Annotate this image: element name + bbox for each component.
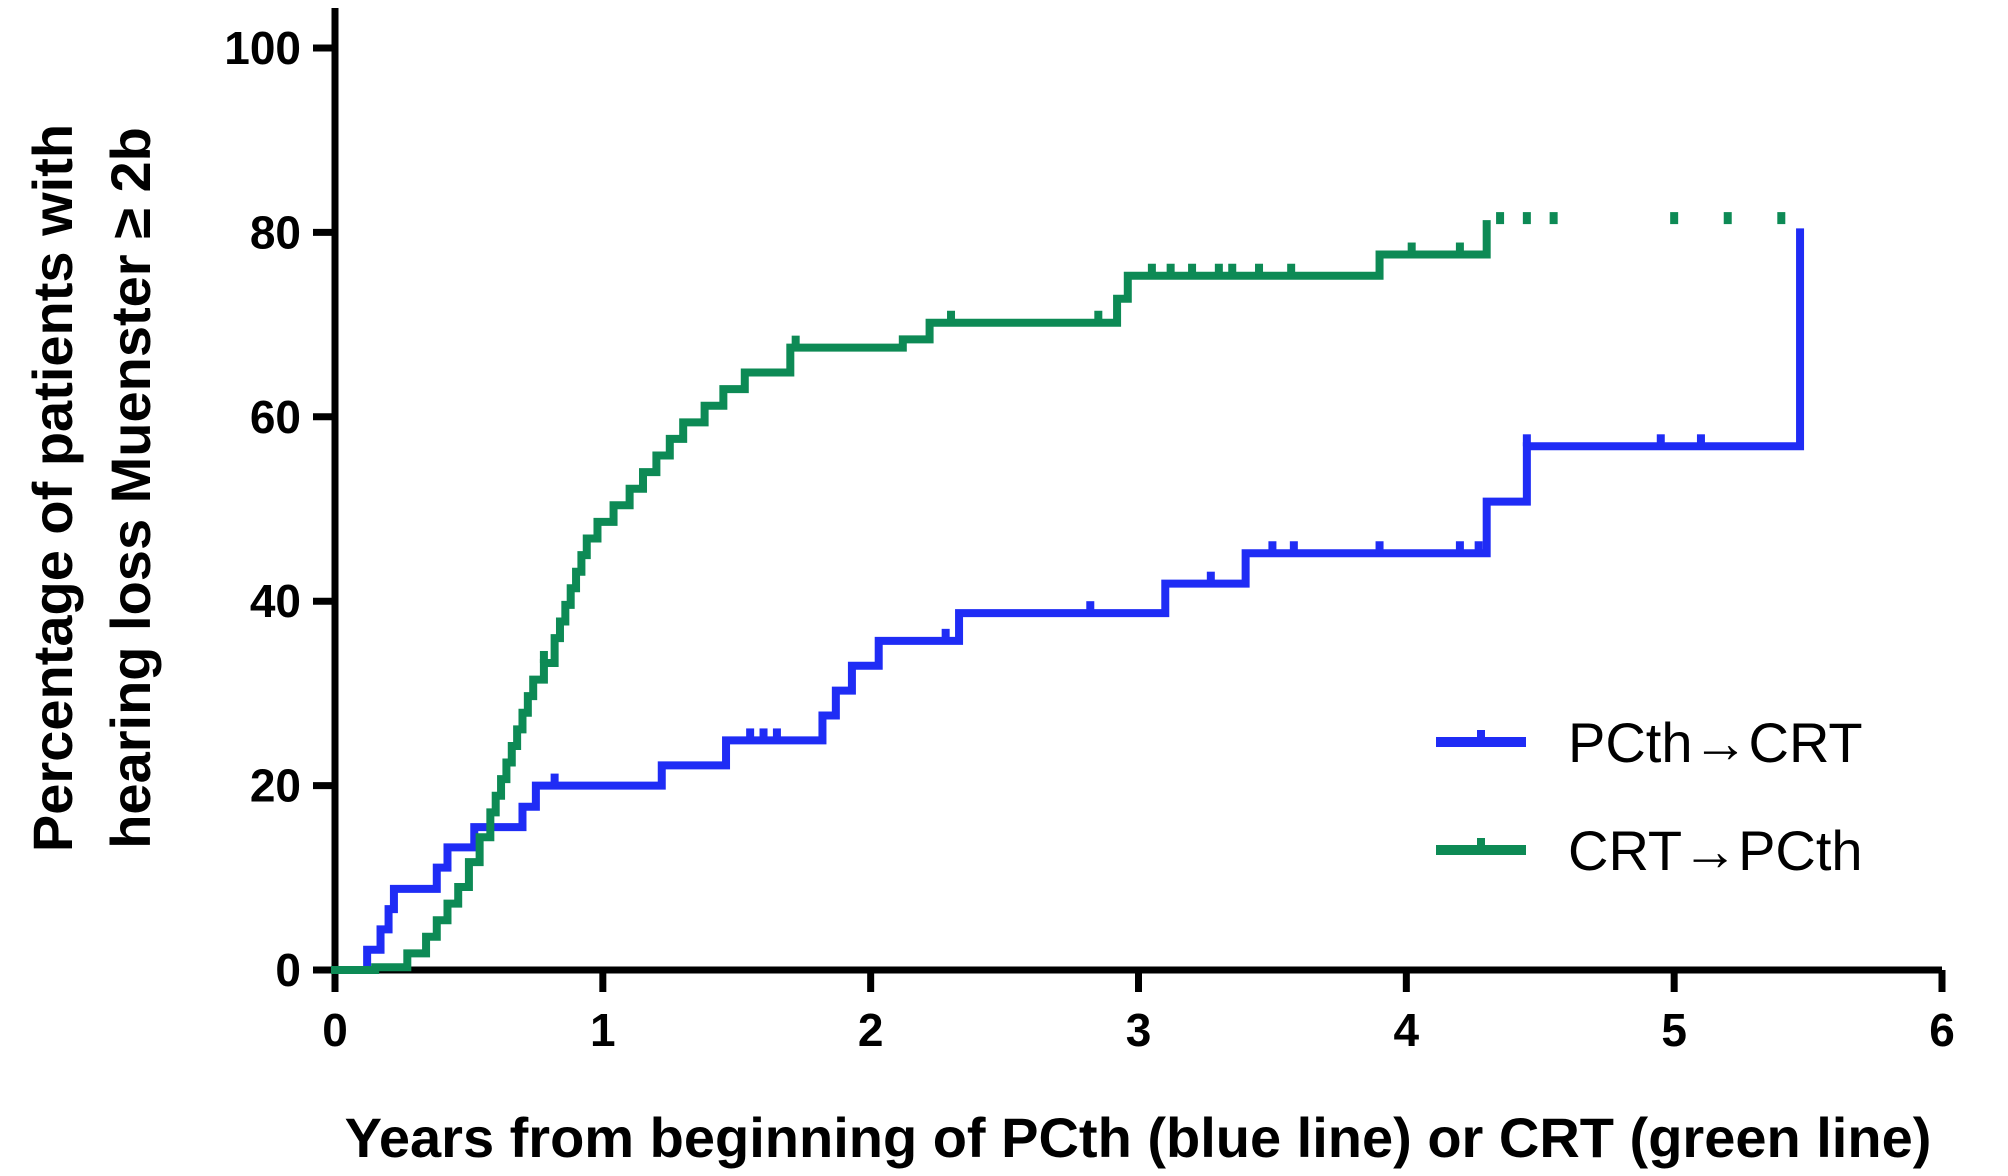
legend-item-crt-pcth: CRT→PCth	[1436, 819, 1863, 882]
y-tick-label: 20	[250, 760, 301, 812]
y-tick-label: 100	[224, 22, 301, 74]
x-axis-title: Years from beginning of PCth (blue line)…	[345, 1106, 1932, 1169]
y-tick-label: 80	[250, 206, 301, 258]
legend-item-pcth-crt: PCth→CRT	[1436, 711, 1863, 774]
y-tick-label: 40	[250, 575, 301, 627]
x-tick-label: 3	[1126, 1004, 1152, 1056]
x-tick-label: 0	[322, 1004, 348, 1056]
y-axis-title-line-2: hearing loss Muenster ≥ 2b	[99, 127, 162, 849]
x-tick-label: 6	[1929, 1004, 1955, 1056]
legend: PCth→CRT CRT→PCth	[1436, 711, 1863, 882]
y-axis-title: Percentage of patients with hearing loss…	[21, 124, 162, 852]
y-tick-label: 60	[250, 391, 301, 443]
legend-label-crt-pcth: CRT→PCth	[1568, 819, 1863, 882]
y-tick-label: 0	[275, 944, 301, 996]
legend-label-pcth-crt: PCth→CRT	[1568, 711, 1863, 774]
y-axis-title-line-1: Percentage of patients with	[21, 124, 84, 852]
series-line-pcth-crt	[331, 228, 1805, 974]
x-tick-label: 5	[1661, 1004, 1687, 1056]
series-line-crt-pcth	[331, 220, 1491, 974]
x-tick-label: 4	[1394, 1004, 1420, 1056]
x-tick-label: 2	[858, 1004, 884, 1056]
x-tick-label: 1	[590, 1004, 616, 1056]
series-layer	[331, 212, 1805, 974]
